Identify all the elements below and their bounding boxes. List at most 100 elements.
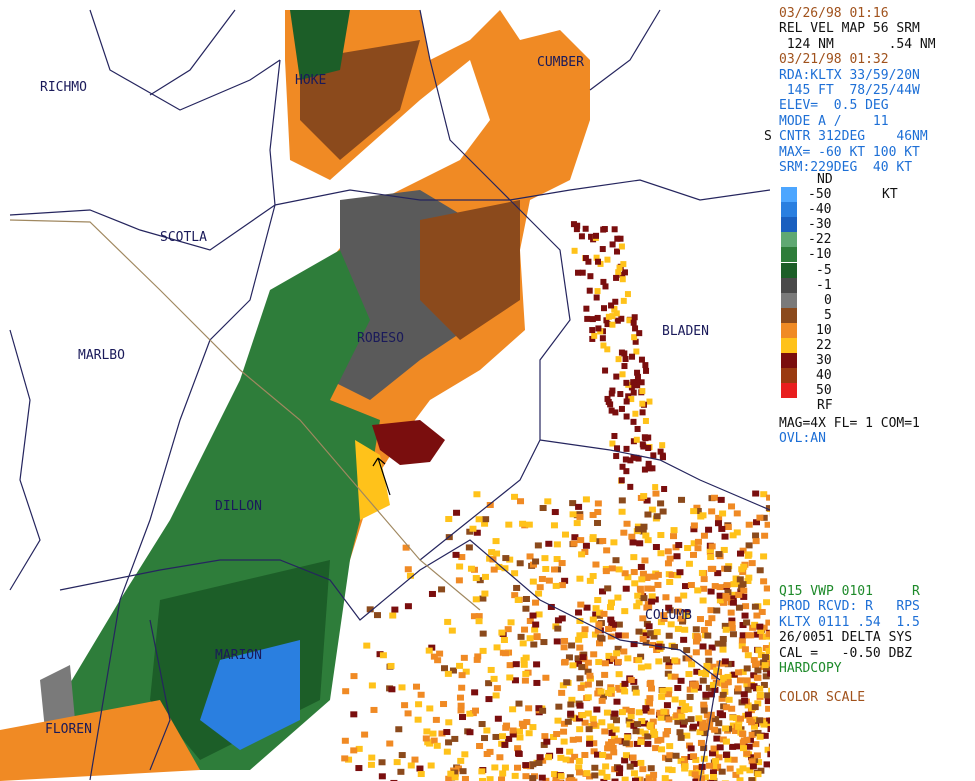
speckle <box>620 648 628 655</box>
speckle <box>563 679 571 686</box>
speckle <box>682 703 690 710</box>
speckle <box>709 773 717 780</box>
speckle <box>509 727 517 734</box>
speckle <box>721 533 729 540</box>
speckle <box>511 677 519 684</box>
speckle <box>700 585 708 592</box>
speckle <box>561 577 569 584</box>
speckle <box>609 744 617 751</box>
speckle <box>630 770 638 777</box>
speckle <box>633 721 641 728</box>
speckle <box>756 691 764 698</box>
speckle <box>398 752 406 759</box>
speckle <box>762 654 770 661</box>
speckle <box>635 657 643 664</box>
speckle <box>681 763 689 770</box>
speckle <box>589 335 596 342</box>
speckle <box>500 636 508 643</box>
speckle <box>612 409 619 416</box>
speckle <box>729 595 737 602</box>
speckle <box>461 751 469 758</box>
speckle <box>682 612 690 619</box>
speckle <box>647 630 655 637</box>
speckle <box>457 757 465 764</box>
speckle <box>609 313 616 320</box>
speckle <box>631 334 638 341</box>
legend-swatch <box>781 322 797 338</box>
speckle <box>764 698 770 705</box>
speckle <box>719 640 727 647</box>
speckle <box>457 702 465 709</box>
speckle <box>690 551 698 558</box>
speckle <box>750 672 758 679</box>
speckle <box>368 682 376 689</box>
speckle <box>736 715 744 722</box>
speckle <box>721 622 729 629</box>
speckle <box>719 674 727 681</box>
speckle <box>752 741 760 748</box>
speckle <box>644 663 652 670</box>
speckle <box>623 468 630 475</box>
speckle <box>462 668 470 675</box>
speckle <box>486 501 494 508</box>
speckle <box>651 596 659 603</box>
speckle <box>711 583 719 590</box>
speckle <box>764 692 770 699</box>
county-label: COLUMB <box>645 608 692 623</box>
speckle <box>438 586 446 593</box>
speckle <box>616 765 624 772</box>
speckle <box>666 555 674 562</box>
speckle <box>531 626 539 633</box>
speckle <box>599 246 606 253</box>
speckle <box>751 704 759 711</box>
speckle <box>345 756 353 763</box>
speckle <box>444 618 452 625</box>
speckle <box>600 342 607 349</box>
speckle <box>594 500 602 507</box>
speckle <box>436 650 444 657</box>
speckle <box>665 691 673 698</box>
speckle <box>414 716 422 723</box>
speckle <box>705 526 713 533</box>
speckle <box>526 553 534 560</box>
echo <box>0 700 200 781</box>
speckle <box>646 681 654 688</box>
speckle <box>586 287 593 294</box>
speckle <box>516 734 524 741</box>
speckle <box>730 756 738 763</box>
speckle <box>517 633 525 640</box>
speckle <box>636 330 643 337</box>
speckle <box>589 616 597 623</box>
speckle <box>621 350 628 357</box>
speckle <box>673 553 681 560</box>
speckle <box>539 505 547 512</box>
speckle <box>350 711 358 718</box>
speckle <box>679 721 687 728</box>
speckle <box>645 460 652 467</box>
legend-swatch <box>781 217 797 233</box>
speckle <box>614 235 621 242</box>
speckle <box>443 729 451 736</box>
speckle <box>618 477 625 484</box>
echo <box>420 200 520 340</box>
speckle <box>665 716 673 723</box>
speckle <box>582 225 589 232</box>
speckle <box>444 670 452 677</box>
speckle <box>705 684 713 691</box>
speckle <box>724 673 732 680</box>
speckle <box>690 508 698 515</box>
speckle <box>416 765 424 772</box>
speckle <box>584 659 592 666</box>
speckle <box>693 668 701 675</box>
speckle <box>721 658 729 665</box>
speckle <box>370 706 378 713</box>
speckle <box>744 686 752 693</box>
header-line: MODE A / 11 <box>779 113 889 129</box>
speckle <box>575 715 583 722</box>
legend-label: 5 <box>824 307 832 323</box>
speckle <box>529 724 537 731</box>
speckle <box>511 592 519 599</box>
speckle <box>475 613 483 620</box>
speckle <box>607 401 614 408</box>
legend-label: 30 <box>816 353 832 369</box>
